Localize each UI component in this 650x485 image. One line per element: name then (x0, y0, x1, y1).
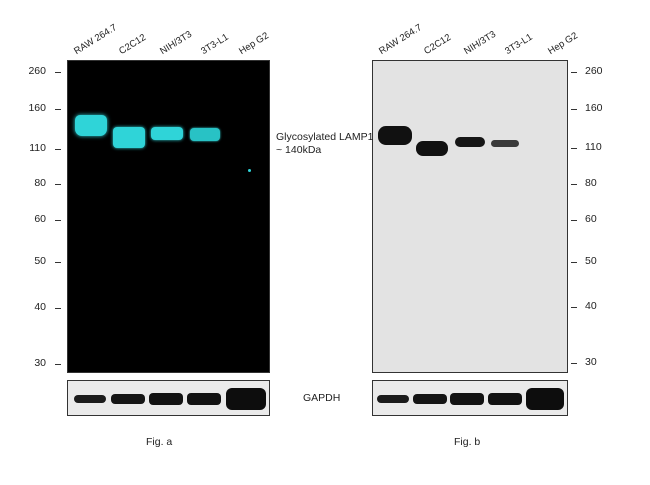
band (377, 395, 409, 403)
mw-tick (571, 184, 577, 185)
band (187, 393, 221, 405)
lane-label: Hep G2 (546, 30, 580, 57)
band (416, 141, 448, 156)
band (413, 394, 447, 404)
lane-label: Hep G2 (237, 30, 271, 57)
mw-marker: 40 (585, 300, 597, 312)
band (488, 393, 522, 405)
mw-tick (571, 148, 577, 149)
blot-gapdh-b (372, 380, 568, 416)
annotation-line-1: Glycosylated LAMP1 (276, 131, 374, 143)
mw-marker: 260 (585, 65, 603, 77)
mw-marker: 80 (585, 177, 597, 189)
mw-tick (571, 109, 577, 110)
mw-tick (55, 308, 61, 309)
band (75, 115, 107, 136)
lane-label: NIH/3T3 (462, 28, 498, 57)
mw-tick (571, 72, 577, 73)
mw-marker: 60 (585, 213, 597, 225)
mw-marker: 110 (585, 141, 602, 153)
band (226, 388, 266, 410)
mw-tick (571, 363, 577, 364)
mw-marker: 50 (34, 255, 46, 267)
mw-marker: 80 (34, 177, 46, 189)
band (526, 388, 564, 410)
lane-label: 3T3-L1 (199, 31, 231, 57)
band (491, 140, 519, 147)
band (450, 393, 484, 405)
lane-label: NIH/3T3 (158, 28, 194, 57)
mw-tick (55, 109, 61, 110)
lane-label: 3T3-L1 (503, 31, 535, 57)
mw-tick (55, 364, 61, 365)
blot-gapdh-a (67, 380, 270, 416)
band (190, 128, 220, 141)
caption-fig-b: Fig. b (454, 436, 481, 448)
mw-tick (55, 262, 61, 263)
lane-label: RAW 264.7 (377, 22, 424, 58)
band (74, 395, 106, 403)
band (151, 127, 183, 140)
lane-label: C2C12 (117, 31, 149, 57)
annotation-line-2: ~ 140kDa (276, 144, 322, 156)
mw-marker: 60 (34, 213, 46, 225)
mw-tick (571, 307, 577, 308)
mw-marker: 40 (34, 301, 46, 313)
band (248, 169, 251, 172)
mw-marker: 160 (585, 102, 603, 114)
band (149, 393, 183, 405)
mw-tick (55, 72, 61, 73)
mw-marker: 160 (28, 102, 46, 114)
mw-marker: 30 (34, 357, 46, 369)
mw-tick (55, 149, 61, 150)
mw-marker: 50 (585, 255, 597, 267)
blot-chemiluminescent-main (372, 60, 568, 373)
mw-marker: 260 (28, 65, 46, 77)
mw-tick (55, 184, 61, 185)
mw-tick (55, 220, 61, 221)
band (113, 127, 145, 148)
mw-tick (571, 220, 577, 221)
blot-fluorescent-main (67, 60, 270, 373)
band (378, 126, 412, 145)
band (111, 394, 145, 404)
band-annotation: Glycosylated LAMP1 ~ 140kDa (276, 131, 373, 157)
lane-label: RAW 264.7 (72, 22, 119, 58)
gapdh-label: GAPDH (303, 392, 341, 404)
mw-marker: 30 (585, 356, 597, 368)
mw-marker: 110 (29, 142, 46, 154)
mw-tick (571, 262, 577, 263)
caption-fig-a: Fig. a (146, 436, 173, 448)
lane-label: C2C12 (422, 31, 454, 57)
band (455, 137, 485, 147)
